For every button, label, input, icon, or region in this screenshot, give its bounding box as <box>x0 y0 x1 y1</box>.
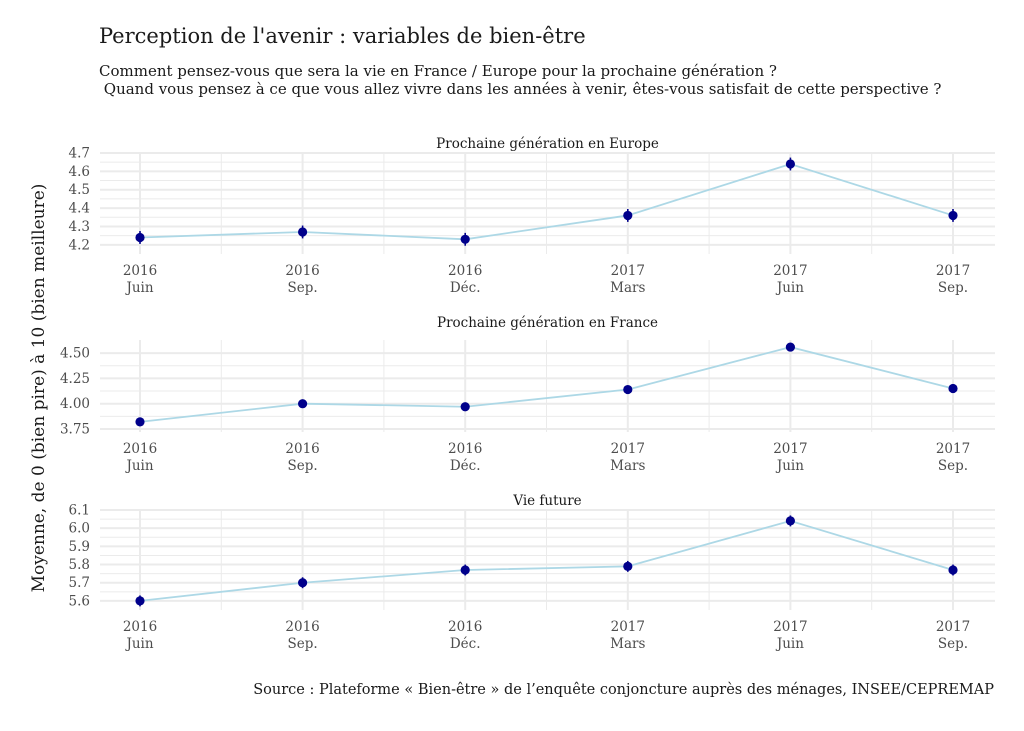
chart-title: Perception de l'avenir : variables de bi… <box>99 24 586 48</box>
x-tick-month: Juin <box>124 458 153 474</box>
y-tick-label: 3.75 <box>60 421 90 437</box>
x-tick-year: 2017 <box>936 619 970 635</box>
x-tick-year: 2016 <box>285 619 319 635</box>
chart-subtitle: Comment pensez-vous que sera la vie en F… <box>99 62 942 98</box>
data-point <box>623 210 633 221</box>
data-point <box>948 210 958 221</box>
x-tick-year: 2017 <box>773 263 807 279</box>
data-point <box>135 596 145 606</box>
panel-title: Prochaine génération en Europe <box>436 136 659 152</box>
x-tick-year: 2017 <box>773 441 807 457</box>
data-point <box>460 402 470 412</box>
x-tick-year: 2016 <box>448 441 482 457</box>
panel-title: Prochaine génération en France <box>437 315 658 331</box>
x-tick-month: Mars <box>610 280 645 296</box>
chart-caption: Source : Plateforme « Bien-être » de l’e… <box>253 682 994 698</box>
x-tick-month: Juin <box>775 458 804 474</box>
y-tick-label: 4.25 <box>60 371 90 387</box>
x-tick-month: Sep. <box>288 636 318 652</box>
data-point <box>135 232 145 243</box>
data-point <box>623 561 633 571</box>
data-point <box>785 342 796 352</box>
data-point <box>460 234 470 244</box>
x-tick-year: 2017 <box>773 619 807 635</box>
y-tick-label: 4.6 <box>69 164 90 180</box>
y-tick-label: 6.1 <box>69 503 90 519</box>
y-tick-label: 5.6 <box>69 593 90 609</box>
y-tick-label: 6.0 <box>69 521 90 537</box>
y-tick-label: 4.50 <box>60 346 90 362</box>
x-tick-month: Sep. <box>938 458 968 474</box>
x-tick-month: Mars <box>610 458 645 474</box>
y-axis-label: Moyenne, de 0 (bien pire) à 10 (bien mei… <box>29 184 49 593</box>
series-line <box>139 346 954 423</box>
data-point <box>460 565 470 575</box>
x-tick-month: Sep. <box>288 458 318 474</box>
data-point <box>298 227 308 237</box>
x-tick-month: Sep. <box>938 636 968 652</box>
x-tick-year: 2016 <box>123 441 157 457</box>
x-tick-month: Mars <box>610 636 645 652</box>
x-tick-year: 2016 <box>448 619 482 635</box>
x-tick-month: Juin <box>775 280 804 296</box>
y-tick-label: 4.3 <box>69 219 90 235</box>
data-point <box>298 578 308 588</box>
y-tick-label: 5.9 <box>69 539 90 555</box>
x-tick-year: 2017 <box>936 263 970 279</box>
x-tick-month: Sep. <box>938 280 968 296</box>
y-tick-label: 4.5 <box>69 182 90 198</box>
y-tick-label: 4.7 <box>69 146 90 162</box>
series-line <box>139 163 954 241</box>
y-tick-label: 5.8 <box>69 557 90 573</box>
data-point <box>298 399 308 409</box>
x-tick-month: Déc. <box>450 280 481 296</box>
x-tick-month: Déc. <box>450 458 481 474</box>
x-tick-year: 2016 <box>448 263 482 279</box>
x-tick-year: 2016 <box>123 263 157 279</box>
x-tick-month: Déc. <box>450 636 481 652</box>
x-tick-year: 2016 <box>285 441 319 457</box>
data-point <box>135 417 145 427</box>
series-line <box>139 519 954 602</box>
x-tick-year: 2017 <box>611 441 645 457</box>
data-point <box>785 159 796 169</box>
data-point <box>948 565 958 575</box>
data-point <box>623 384 633 395</box>
y-tick-label: 4.2 <box>69 237 90 253</box>
data-point <box>785 516 796 526</box>
x-tick-year: 2016 <box>123 619 157 635</box>
x-tick-month: Sep. <box>288 280 318 296</box>
data-point <box>948 383 958 394</box>
x-tick-year: 2016 <box>285 263 319 279</box>
x-tick-year: 2017 <box>936 441 970 457</box>
x-tick-year: 2017 <box>611 619 645 635</box>
y-tick-label: 4.00 <box>60 396 90 412</box>
x-tick-month: Juin <box>124 636 153 652</box>
x-tick-year: 2017 <box>611 263 645 279</box>
y-tick-label: 4.4 <box>69 201 90 217</box>
x-tick-month: Juin <box>124 280 153 296</box>
y-tick-label: 5.7 <box>69 575 90 591</box>
panel-title: Vie future <box>512 493 581 509</box>
x-tick-month: Juin <box>775 636 804 652</box>
